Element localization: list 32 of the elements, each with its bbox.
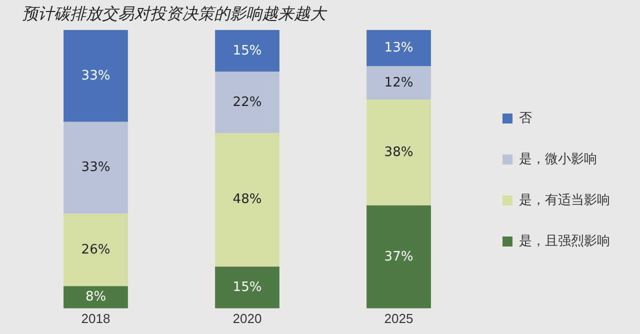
- data-label: 37%: [384, 249, 414, 264]
- bar: [366, 205, 431, 308]
- legend-label: 否: [519, 110, 532, 126]
- bar: [366, 30, 431, 66]
- bar: [366, 100, 431, 206]
- data-label: 33%: [81, 160, 110, 176]
- legend-label: 是，微小影响: [519, 152, 597, 167]
- x-tick-label: 2025: [384, 310, 414, 326]
- bar: [215, 72, 280, 134]
- chart-title: 预计碳排放交易对投资决策的影响越来越大: [22, 4, 326, 25]
- x-tick-label: 2020: [232, 310, 262, 326]
- data-label: 48%: [232, 192, 262, 208]
- data-label: 38%: [384, 144, 414, 160]
- data-label: 15%: [232, 280, 262, 295]
- data-label: 15%: [232, 43, 262, 58]
- bar: [215, 266, 280, 308]
- data-label: 13%: [384, 40, 414, 56]
- data-label: 33%: [81, 68, 110, 84]
- data-label: 22%: [232, 94, 262, 110]
- data-label: 12%: [384, 75, 414, 90]
- bar: [64, 286, 128, 308]
- bar: [366, 66, 431, 100]
- legend-label: 是，有适当影响: [519, 192, 610, 208]
- data-label: 8%: [85, 290, 106, 305]
- x-tick-label: 2018: [81, 310, 110, 326]
- bar: [64, 214, 128, 286]
- bar: [215, 30, 280, 72]
- legend-label: 是，且强烈影响: [519, 234, 610, 249]
- bar: [64, 30, 128, 122]
- bar: [64, 122, 128, 214]
- data-label: 26%: [81, 242, 110, 258]
- bar: [215, 133, 280, 267]
